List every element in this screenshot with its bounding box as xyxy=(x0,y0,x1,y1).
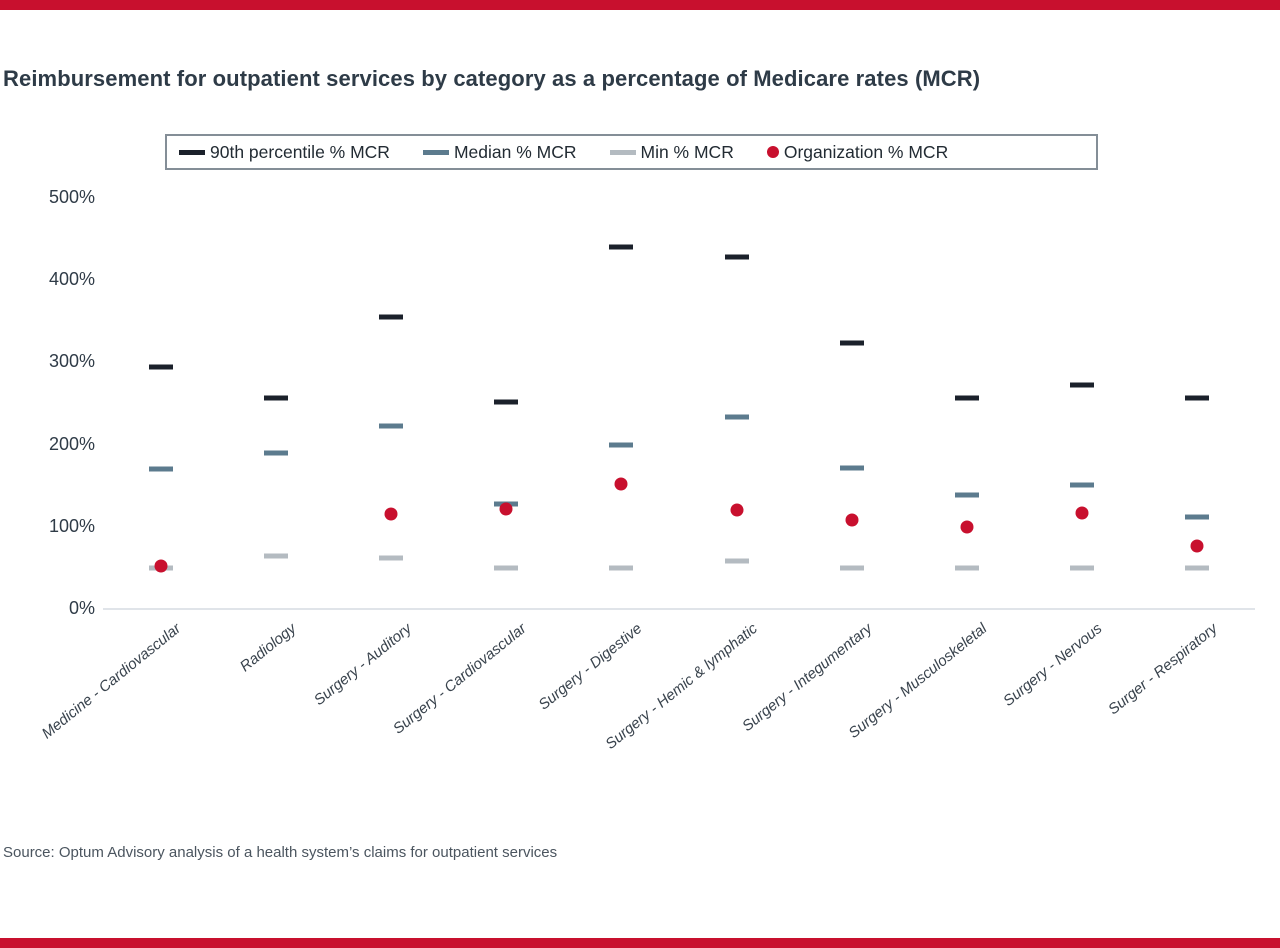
mark-min-mcr-surgery-auditory xyxy=(379,555,403,561)
x-axis-label-surgery-digestive: Surgery - Digestive xyxy=(535,620,646,714)
y-axis-tick-label: 100% xyxy=(48,515,95,536)
mark-organization-mcr-surgery-auditory xyxy=(384,507,398,521)
mark-median-mcr-surgery-nervous xyxy=(1070,482,1095,488)
90th-percentile-dash-icon xyxy=(179,149,205,155)
mark-median-mcr-surgery-digestive xyxy=(609,442,634,448)
x-axis-label-medicine-cardiovascular: Medicine - Cardiovascular xyxy=(38,620,185,743)
y-axis-tick-label: 400% xyxy=(48,269,95,290)
mark-min-mcr-surgery-cardiovascular xyxy=(494,565,519,571)
legend-item-organization: Organization % MCR xyxy=(766,141,949,163)
mark-median-mcr-surgery-integumentary xyxy=(839,465,864,471)
mark-min-mcr-radiology xyxy=(263,553,288,559)
chart-legend: 90th percentile % MCR Median % MCR Min %… xyxy=(165,134,1098,170)
organization-dot-icon xyxy=(766,146,779,158)
mark-organization-mcr-surgery-digestive xyxy=(614,477,628,491)
x-axis-line xyxy=(103,608,1255,610)
x-axis-label-surgery-cardiovascular: Surgery - Cardiovascular xyxy=(390,620,530,738)
x-axis-label-surgery-auditory: Surgery - Auditory xyxy=(310,620,415,709)
mark-median-mcr-surgery-auditory xyxy=(379,423,403,429)
mark-90th-percentile-mcr-surgery-nervous xyxy=(1070,382,1095,388)
mark-organization-mcr-medicine-cardiovascular xyxy=(154,559,168,573)
mark-median-mcr-medicine-cardiovascular xyxy=(148,466,173,472)
mark-90th-percentile-mcr-surgery-integumentary xyxy=(839,340,864,346)
mark-median-mcr-radiology xyxy=(263,450,288,456)
mark-median-mcr-surgery-musculoskeletal xyxy=(955,492,979,498)
x-axis-label-radiology: Radiology xyxy=(236,620,300,676)
x-axis-label-surgery-integumentary: Surgery - Integumentary xyxy=(739,620,876,736)
mark-90th-percentile-mcr-radiology xyxy=(263,395,288,401)
mark-90th-percentile-mcr-surgery-musculoskeletal xyxy=(955,395,979,401)
mark-organization-mcr-surgery-hemic-lymphatic xyxy=(730,503,744,517)
mark-min-mcr-surger-respiratory xyxy=(1185,565,1210,571)
y-axis-tick-label: 0% xyxy=(68,598,95,618)
top-accent-bar xyxy=(0,0,1280,10)
mark-90th-percentile-mcr-surgery-auditory xyxy=(379,314,403,320)
legend-label: Organization % MCR xyxy=(783,141,949,162)
mark-min-mcr-surgery-nervous xyxy=(1070,565,1095,571)
legend-label: Median % MCR xyxy=(453,141,577,162)
y-axis-tick-label: 300% xyxy=(48,351,95,372)
median-dash-icon xyxy=(422,149,449,155)
source-note: Source: Optum Advisory analysis of a hea… xyxy=(3,844,558,861)
y-axis-tick-label: 200% xyxy=(48,433,95,454)
y-axis-tick-label: 500% xyxy=(48,187,95,207)
mark-organization-mcr-surgery-musculoskeletal xyxy=(960,520,974,534)
legend-item-median: Median % MCR xyxy=(422,141,577,163)
mark-median-mcr-surgery-hemic-lymphatic xyxy=(724,414,749,420)
mark-90th-percentile-mcr-surgery-hemic-lymphatic xyxy=(724,254,749,260)
legend-item-90th-percentile: 90th percentile % MCR xyxy=(179,142,390,163)
mark-organization-mcr-surgery-cardiovascular xyxy=(499,502,513,516)
mark-90th-percentile-mcr-surgery-digestive xyxy=(609,244,634,250)
mark-min-mcr-surgery-hemic-lymphatic xyxy=(724,558,749,564)
mark-min-mcr-surgery-integumentary xyxy=(839,565,864,571)
legend-label: 90th percentile % MCR xyxy=(210,141,390,162)
min-dash-icon xyxy=(609,149,636,155)
legend-label: Min % MCR xyxy=(640,141,734,162)
x-axis-label-surger-respiratory: Surger - Respiratory xyxy=(1105,620,1222,719)
mark-90th-percentile-mcr-medicine-cardiovascular xyxy=(148,364,173,369)
mark-median-mcr-surger-respiratory xyxy=(1185,514,1210,520)
mark-90th-percentile-mcr-surger-respiratory xyxy=(1185,395,1210,401)
mark-organization-mcr-surgery-nervous xyxy=(1075,506,1089,520)
legend-item-min: Min % MCR xyxy=(609,141,734,163)
bottom-accent-bar xyxy=(0,938,1280,948)
mark-organization-mcr-surger-respiratory xyxy=(1190,539,1204,553)
mark-organization-mcr-surgery-integumentary xyxy=(845,513,859,527)
chart-title: Reimbursement for outpatient services by… xyxy=(3,66,981,91)
x-axis-label-surgery-nervous: Surgery - Nervous xyxy=(1000,620,1106,710)
mark-min-mcr-surgery-musculoskeletal xyxy=(955,565,979,571)
mark-90th-percentile-mcr-surgery-cardiovascular xyxy=(494,399,519,405)
mark-min-mcr-surgery-digestive xyxy=(609,565,634,571)
